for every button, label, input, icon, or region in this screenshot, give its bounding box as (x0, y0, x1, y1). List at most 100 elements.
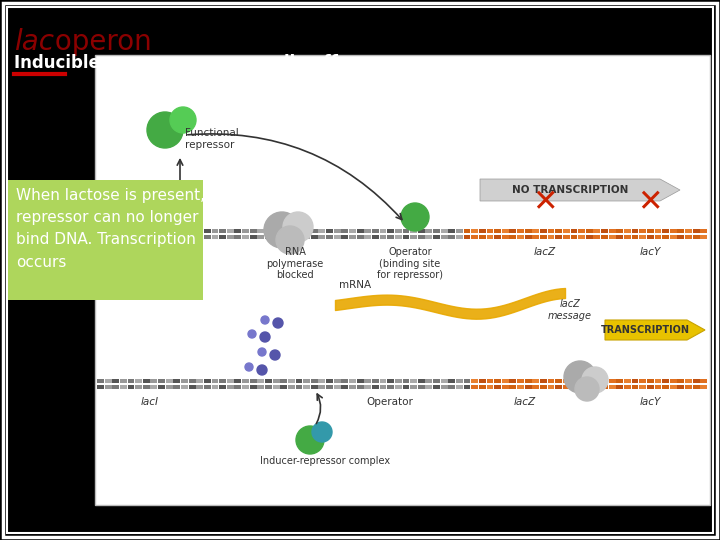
Bar (464, 379, 470, 383)
Bar (303, 229, 310, 233)
Bar (395, 229, 402, 233)
Bar (701, 385, 707, 389)
Bar (426, 379, 432, 383)
Bar (273, 235, 279, 239)
Bar (189, 235, 196, 239)
Bar (181, 235, 188, 239)
Bar (647, 385, 654, 389)
Bar (418, 229, 425, 233)
Bar (127, 385, 135, 389)
Bar (174, 229, 180, 233)
Bar (303, 379, 310, 383)
Bar (318, 379, 325, 383)
Bar (487, 379, 493, 383)
Text: mRNA: mRNA (339, 280, 371, 290)
Bar (364, 385, 372, 389)
Bar (372, 379, 379, 383)
Bar (548, 229, 554, 233)
Bar (127, 379, 135, 383)
Bar (235, 385, 241, 389)
Bar (219, 235, 226, 239)
Bar (502, 385, 508, 389)
Bar (586, 229, 593, 233)
Bar (250, 379, 256, 383)
Bar (250, 235, 256, 239)
Bar (235, 379, 241, 383)
Bar (364, 235, 372, 239)
Bar (578, 385, 585, 389)
Bar (311, 385, 318, 389)
Bar (593, 229, 600, 233)
Circle shape (273, 318, 283, 328)
Bar (219, 379, 226, 383)
Bar (693, 229, 700, 233)
Bar (494, 385, 501, 389)
Bar (662, 235, 669, 239)
Bar (555, 229, 562, 233)
Bar (670, 235, 677, 239)
Circle shape (248, 330, 256, 338)
Bar (387, 229, 394, 233)
Bar (158, 385, 165, 389)
Bar (479, 235, 486, 239)
Bar (197, 229, 203, 233)
Bar (693, 379, 700, 383)
Bar (242, 235, 249, 239)
Bar (631, 385, 639, 389)
Circle shape (575, 377, 599, 401)
Bar (540, 385, 547, 389)
Bar (616, 385, 624, 389)
Text: operon: operon (46, 28, 152, 56)
Bar (647, 229, 654, 233)
Bar (212, 379, 218, 383)
Bar (379, 379, 387, 383)
Bar (670, 229, 677, 233)
Bar (318, 235, 325, 239)
Bar (570, 379, 577, 383)
Bar (212, 385, 218, 389)
Bar (548, 385, 554, 389)
Bar (349, 235, 356, 239)
Bar (678, 229, 684, 233)
Bar (288, 385, 294, 389)
Bar (433, 385, 440, 389)
Bar (174, 379, 180, 383)
Bar (471, 385, 478, 389)
Bar (242, 385, 249, 389)
Bar (395, 379, 402, 383)
Text: Operator: Operator (366, 397, 413, 407)
Bar (273, 379, 279, 383)
Bar (166, 379, 173, 383)
Bar (356, 385, 364, 389)
Bar (166, 235, 173, 239)
Bar (624, 235, 631, 239)
Bar (532, 229, 539, 233)
Bar (104, 229, 112, 233)
Bar (426, 235, 432, 239)
Text: lacY: lacY (639, 247, 661, 257)
Bar (166, 385, 173, 389)
Bar (578, 229, 585, 233)
Bar (95, 55, 710, 505)
Bar (341, 235, 348, 239)
Bar (257, 229, 264, 233)
Circle shape (276, 226, 304, 254)
Circle shape (564, 361, 596, 393)
Bar (701, 235, 707, 239)
Bar (402, 385, 410, 389)
Bar (174, 235, 180, 239)
Bar (334, 229, 341, 233)
Bar (555, 385, 562, 389)
Text: lacI: lacI (141, 397, 159, 407)
Bar (143, 235, 150, 239)
Bar (678, 235, 684, 239)
Bar (257, 235, 264, 239)
Bar (387, 385, 394, 389)
Circle shape (270, 350, 280, 360)
Bar (204, 235, 211, 239)
Bar (197, 379, 203, 383)
Bar (555, 235, 562, 239)
Bar (608, 229, 616, 233)
Bar (494, 235, 501, 239)
Bar (379, 385, 387, 389)
